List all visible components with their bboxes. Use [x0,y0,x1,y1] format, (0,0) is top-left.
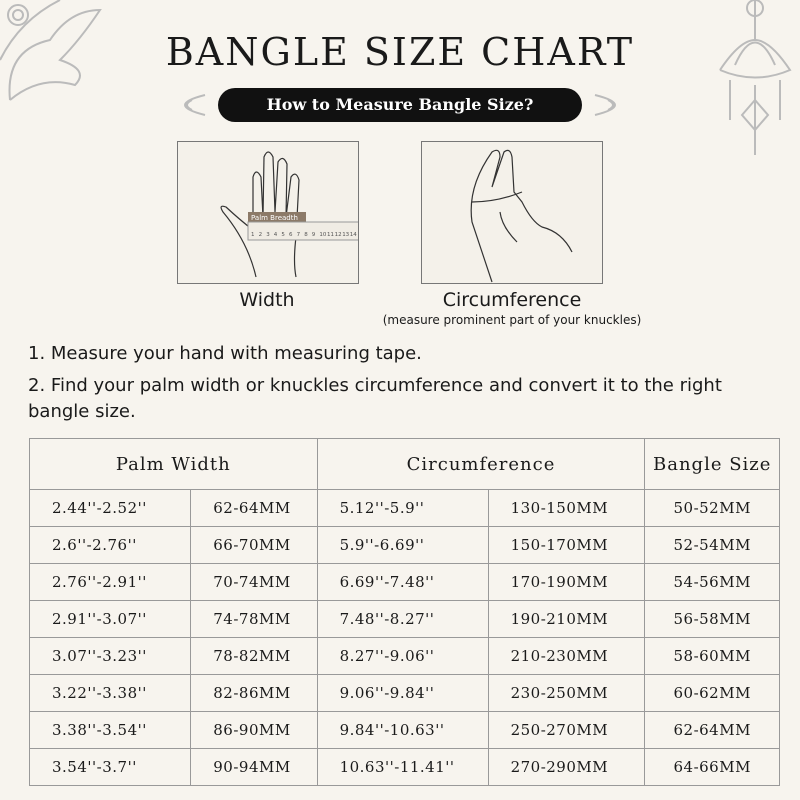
table-cell: 7.48''-8.27'' [316,600,489,638]
header-cell: Circumference [316,438,646,490]
table-cell: 10.63''-11.41'' [316,748,489,786]
ruler-number: 9 [312,232,316,238]
table-cell: 230-250MM [487,674,646,712]
table-cell: 70-74MM [190,563,318,601]
width-illustration: Palm Breadth 1 2 3 4 5 6 7 8 9 10 11 12 13 14 [177,141,361,284]
ruler-number: 14 [350,232,357,238]
ruler-number: 7 [297,232,301,238]
table-row: 3.22''-3.38'' 82-86MM 9.06''-9.84'' 230-250… [28,674,780,712]
ruler-number: 5 [281,232,285,238]
table-cell: 56-58MM [644,600,780,638]
ruler-label: Palm Breadth [251,214,298,222]
table-cell: 58-60MM [644,637,780,675]
table-cell: 210-230MM [487,637,646,675]
instruction: 1. Measure your hand with measuring tape… [28,343,422,364]
table-cell: 62-64MM [190,489,318,527]
header-cell: Palm Width [29,438,318,490]
ruler-label-bg [248,212,306,222]
instruction: 2. Find your palm width or knuckles circ… [28,375,722,422]
size-table: Palm Width Circumference Bangle Size 2.4… [28,438,780,786]
table-row: 3.38''-3.54'' 86-90MM 9.84''-10.63'' 250-27… [28,711,780,749]
hand-drawing: Palm Breadth 1 2 3 4 5 6 7 8 9 10 11 12 13 14 [220,151,361,278]
table-cell: 3.07''-3.23'' [28,637,192,675]
table-cell: 3.22''-3.38'' [28,674,192,712]
width-caption: Width [239,289,295,311]
ruler-number: 6 [289,232,293,238]
table-cell: 52-54MM [644,526,780,564]
header-cell: Bangle Size [644,438,780,490]
table-row: 2.76''-2.91'' 70-74MM 6.69''-7.48'' 170-190… [28,563,780,601]
table-cell: 3.38''-3.54'' [28,711,192,749]
table-cell: 66-70MM [190,526,318,564]
table-cell: 5.9''-6.69'' [316,526,489,564]
table-cell: 78-82MM [190,637,318,675]
table-row: 3.07''-3.23'' 78-82MM 8.27''-9.06'' 210-230… [28,637,780,675]
table-row: 2.44''-2.52'' 62-64MM 5.12''-5.9'' 130-150M… [28,489,780,527]
ruler-number: 11 [327,232,334,238]
table-cell: 250-270MM [487,711,646,749]
ruler-number: 2 [259,232,263,238]
table-cell: 90-94MM [190,748,318,786]
table-cell: 2.44''-2.52'' [28,489,192,527]
table-cell: 130-150MM [487,489,646,527]
table-cell: 2.91''-3.07'' [28,600,192,638]
table-cell: 74-78MM [190,600,318,638]
table-cell: 62-64MM [644,711,780,749]
table-cell: 270-290MM [487,748,646,786]
table-cell: 50-52MM [644,489,780,527]
ruler-number: 13 [342,232,349,238]
circumference-caption: Circumference [442,289,582,311]
table-cell: 150-170MM [487,526,646,564]
ruler-number: 3 [266,232,270,238]
table-cell: 6.69''-7.48'' [316,563,489,601]
table-cell: 60-62MM [644,674,780,712]
table-cell: 2.6''-2.76'' [28,526,192,564]
table-row: 2.6''-2.76'' 66-70MM 5.9''-6.69'' 150-170MM… [28,526,780,564]
table-cell: 9.84''-10.63'' [316,711,489,749]
header-row: Palm Width Circumference Bangle Size [29,438,780,490]
ruler-number: 4 [274,232,278,238]
ruler-number: 10 [319,232,326,238]
table-cell: 64-66MM [644,748,780,786]
subtitle: How to Measure Bangle Size? [218,88,582,122]
ruler-number: 8 [304,232,308,238]
table-cell: 82-86MM [190,674,318,712]
table-cell: 2.76''-2.91'' [28,563,192,601]
table-cell: 170-190MM [487,563,646,601]
table-cell: 5.12''-5.9'' [316,489,489,527]
table-cell: 86-90MM [190,711,318,749]
table-cell: 9.06''-9.84'' [316,674,489,712]
table-row: 3.54''-3.7'' 90-94MM 10.63''-11.41'' 270-29… [28,748,780,786]
ruler-number: 12 [335,232,342,238]
circumference-note: (measure prominent part of your knuckles… [382,313,642,327]
table-cell: 8.27''-9.06'' [316,637,489,675]
hand-drawing [470,149,573,283]
circumference-illustration [421,141,603,284]
table-cell: 190-210MM [487,600,646,638]
ruler-number: 1 [251,232,255,238]
table-cell: 3.54''-3.7'' [28,748,192,786]
title: BANGLE SIZE CHART [165,30,635,74]
table-row: 2.91''-3.07'' 74-78MM 7.48''-8.27'' 190-210… [28,600,780,638]
table-cell: 54-56MM [644,563,780,601]
